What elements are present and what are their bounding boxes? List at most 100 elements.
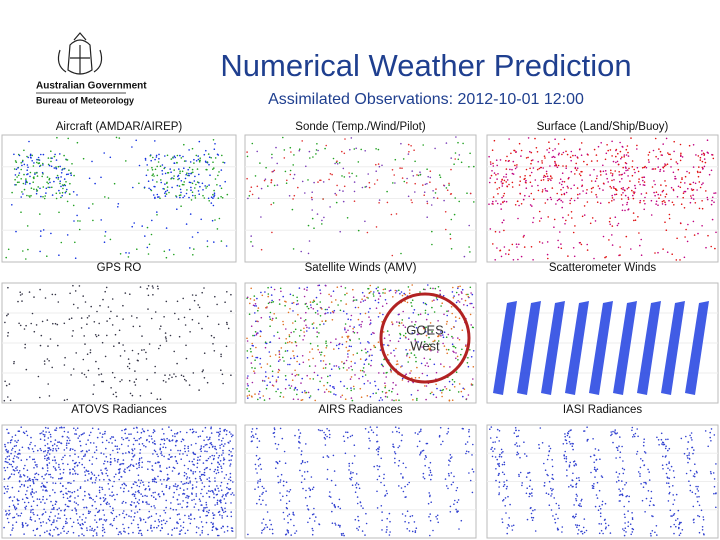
obs-dot bbox=[512, 160, 515, 163]
obs-dot bbox=[220, 481, 223, 484]
obs-dot bbox=[250, 325, 253, 328]
obs-dot bbox=[417, 174, 420, 177]
obs-dot bbox=[324, 367, 327, 369]
obs-dot bbox=[366, 395, 369, 397]
obs-dot bbox=[201, 473, 203, 476]
obs-dot bbox=[500, 181, 503, 183]
obs-dot bbox=[331, 510, 333, 513]
obs-dot bbox=[413, 354, 416, 356]
obs-dot bbox=[277, 475, 279, 478]
obs-dot bbox=[43, 197, 46, 200]
obs-dot bbox=[355, 175, 358, 177]
obs-dot bbox=[701, 526, 704, 528]
obs-dot bbox=[164, 155, 166, 157]
obs-dot bbox=[55, 192, 58, 195]
obs-dot bbox=[254, 331, 257, 333]
obs-dot bbox=[229, 472, 232, 475]
obs-dot bbox=[532, 159, 534, 161]
obs-dot bbox=[7, 396, 9, 398]
obs-dot bbox=[643, 200, 645, 202]
obs-dot bbox=[180, 191, 182, 194]
obs-dot bbox=[631, 166, 634, 168]
obs-dot bbox=[52, 449, 54, 452]
obs-dot bbox=[62, 472, 65, 474]
obs-dot bbox=[282, 136, 284, 139]
obs-dot bbox=[98, 322, 100, 325]
obs-dot bbox=[122, 512, 124, 515]
obs-dot bbox=[224, 507, 226, 510]
obs-dot bbox=[633, 168, 635, 171]
obs-dot bbox=[63, 322, 66, 325]
obs-dot bbox=[20, 512, 23, 515]
obs-dot bbox=[424, 464, 427, 467]
obs-dot bbox=[158, 196, 160, 198]
obs-dot bbox=[200, 218, 202, 221]
obs-dot bbox=[38, 162, 40, 164]
obs-dot bbox=[226, 530, 229, 532]
obs-dot bbox=[411, 299, 414, 302]
obs-dot bbox=[529, 204, 532, 206]
obs-dot bbox=[417, 433, 419, 435]
obs-dot bbox=[632, 434, 635, 436]
obs-dot bbox=[124, 432, 126, 435]
obs-dot bbox=[352, 330, 355, 333]
obs-dot bbox=[382, 365, 385, 368]
obs-dot bbox=[20, 476, 22, 478]
obs-dot bbox=[370, 364, 372, 367]
obs-dot bbox=[443, 345, 446, 347]
obs-dot bbox=[191, 460, 194, 463]
obs-dot bbox=[673, 476, 676, 479]
obs-dot bbox=[328, 429, 331, 432]
obs-dot bbox=[384, 288, 387, 290]
obs-dot bbox=[36, 478, 39, 481]
obs-dot bbox=[515, 435, 518, 438]
obs-dot bbox=[205, 521, 208, 524]
obs-dot bbox=[272, 301, 275, 303]
obs-dot bbox=[84, 455, 86, 457]
obs-dot bbox=[109, 156, 112, 159]
obs-dot bbox=[140, 518, 142, 520]
obs-dot bbox=[34, 173, 36, 175]
obs-dot bbox=[415, 356, 417, 359]
obs-dot bbox=[156, 165, 158, 168]
obs-dot bbox=[369, 426, 372, 428]
obs-dot bbox=[401, 434, 403, 436]
obs-dot bbox=[257, 309, 259, 312]
obs-dot bbox=[94, 528, 96, 531]
obs-dot bbox=[385, 376, 388, 378]
obs-dot bbox=[138, 443, 141, 445]
obs-dot bbox=[60, 185, 62, 188]
obs-dot bbox=[180, 205, 182, 207]
obs-dot bbox=[30, 493, 32, 496]
obs-dot bbox=[361, 298, 363, 301]
obs-dot bbox=[323, 436, 326, 439]
obs-dot bbox=[377, 468, 379, 471]
obs-dot bbox=[122, 452, 124, 455]
obs-dot bbox=[138, 532, 140, 534]
obs-dot bbox=[469, 152, 471, 155]
obs-dot bbox=[349, 378, 352, 380]
obs-dot bbox=[215, 452, 218, 454]
obs-dot bbox=[704, 430, 707, 432]
obs-dot bbox=[551, 493, 553, 495]
obs-dot bbox=[298, 447, 300, 449]
obs-dot bbox=[429, 469, 432, 472]
obs-dot bbox=[595, 469, 597, 471]
obs-dot bbox=[133, 516, 136, 518]
obs-dot bbox=[328, 390, 330, 393]
obs-dot bbox=[392, 445, 394, 448]
obs-dot bbox=[146, 378, 148, 381]
obs-dot bbox=[398, 427, 400, 430]
obs-dot bbox=[42, 229, 45, 231]
obs-dot bbox=[231, 455, 233, 457]
obs-dot bbox=[339, 524, 341, 527]
obs-dot bbox=[179, 431, 182, 433]
obs-dot bbox=[12, 504, 15, 507]
obs-dot bbox=[20, 178, 23, 180]
obs-dot bbox=[193, 517, 196, 520]
obs-dot bbox=[183, 195, 186, 197]
obs-dot bbox=[695, 154, 697, 156]
obs-dot bbox=[151, 438, 153, 440]
obs-dot bbox=[611, 234, 613, 236]
obs-dot bbox=[600, 523, 603, 525]
